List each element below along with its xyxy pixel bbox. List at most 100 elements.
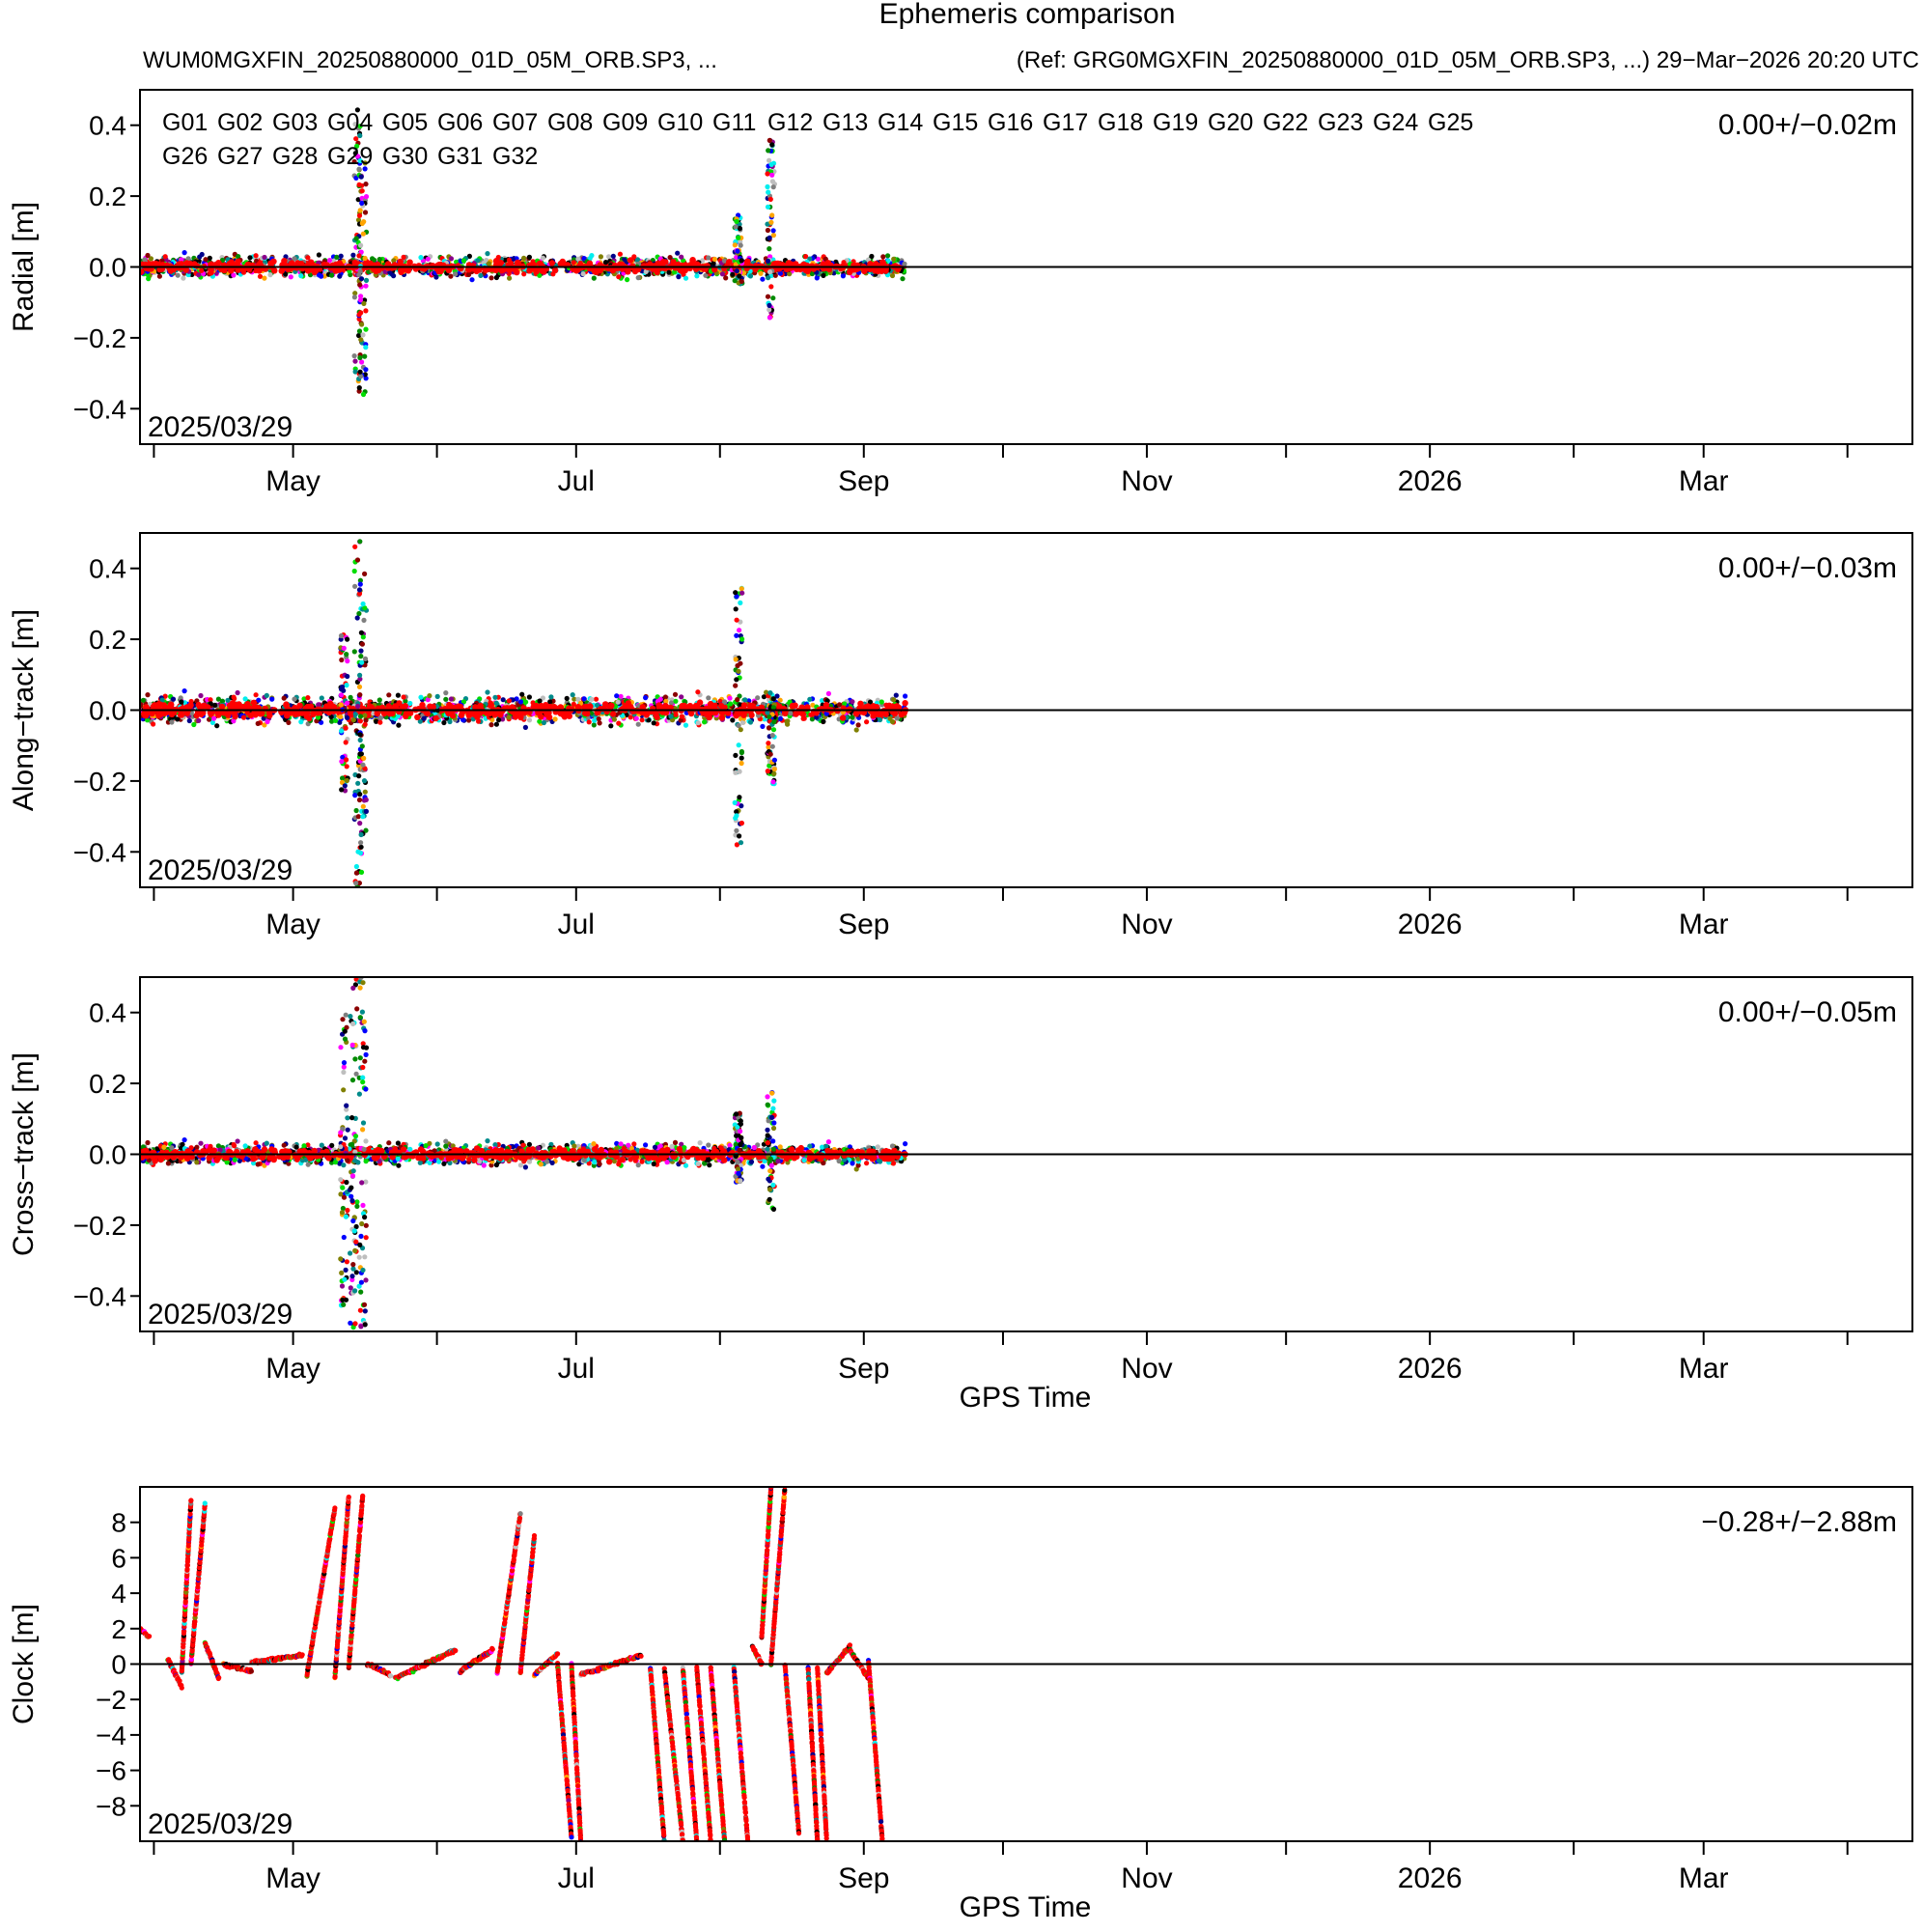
- residual-point: [800, 715, 806, 721]
- residual-point: [316, 702, 321, 708]
- residual-point: [616, 720, 622, 726]
- residual-point: [748, 712, 755, 718]
- spike-point: [343, 725, 349, 731]
- residual-point: [196, 272, 202, 278]
- residual-point: [721, 699, 728, 705]
- residual-point: [742, 697, 748, 703]
- residual-point: [326, 258, 333, 264]
- residual-point: [493, 700, 499, 706]
- residual-point: [305, 695, 311, 701]
- residual-point: [445, 266, 453, 274]
- residual-point: [900, 276, 906, 282]
- spike-point: [363, 182, 369, 187]
- spike-point: [356, 587, 363, 593]
- spike-point: [739, 760, 744, 767]
- residual-point: [760, 276, 766, 282]
- residual-point: [602, 260, 609, 266]
- residual-point: [391, 258, 397, 264]
- spike-point: [357, 208, 363, 213]
- spike-point: [358, 174, 364, 180]
- residual-point: [570, 692, 575, 698]
- spike-point: [769, 142, 775, 148]
- residual-point: [292, 696, 297, 702]
- spike-point: [769, 733, 775, 739]
- residual-point: [262, 275, 267, 281]
- spike-point: [358, 242, 364, 248]
- spike-point: [766, 725, 772, 731]
- spike-point: [352, 712, 358, 717]
- spike-point: [352, 544, 358, 549]
- spike-point: [362, 160, 368, 166]
- spike-point: [357, 792, 363, 798]
- residual-point: [608, 723, 614, 729]
- residual-point: [181, 250, 187, 256]
- residual-point: [615, 699, 621, 705]
- residual-point: [862, 704, 869, 711]
- residual-point: [156, 273, 162, 279]
- residual-point: [575, 696, 581, 703]
- spike-point: [356, 684, 363, 690]
- spike-point: [356, 332, 362, 339]
- residual-point: [536, 260, 544, 267]
- residual-point: [633, 715, 639, 721]
- spike-point: [359, 659, 365, 665]
- residual-point: [814, 714, 820, 720]
- residual-point: [733, 713, 739, 719]
- residual-point: [668, 714, 674, 719]
- spike-point: [357, 282, 363, 288]
- stats-label: 0.00+/−0.02m: [1718, 109, 1897, 141]
- spike-point: [738, 840, 744, 846]
- residual-point: [702, 719, 708, 725]
- residual-point: [288, 274, 293, 280]
- residual-point: [448, 696, 454, 702]
- residual-point: [885, 253, 891, 259]
- residual-point: [639, 717, 645, 723]
- run-caption: WUM0MGXFIN_20250880000_01D_05M_ORB.SP3, …: [143, 47, 717, 73]
- spike-point: [359, 322, 365, 327]
- spike-point: [738, 660, 743, 666]
- residual-point: [218, 703, 226, 711]
- spike-point: [766, 275, 771, 281]
- residual-point: [476, 266, 483, 273]
- residual-point: [517, 699, 524, 705]
- residual-point: [635, 275, 641, 281]
- residual-point: [548, 694, 554, 700]
- residual-point: [700, 710, 707, 716]
- residual-point: [264, 692, 269, 699]
- residual-point: [486, 261, 492, 266]
- residual-point: [672, 269, 678, 275]
- residual-point: [334, 254, 340, 260]
- spike-point: [356, 182, 362, 187]
- residual-point: [655, 704, 662, 711]
- residual-point: [631, 267, 639, 275]
- residual-point: [142, 257, 148, 263]
- residual-point: [706, 255, 711, 261]
- residual-point: [617, 251, 624, 257]
- residual-point: [434, 693, 440, 700]
- spike-point: [352, 583, 358, 589]
- spike-point: [361, 778, 368, 784]
- residual-point: [727, 695, 733, 701]
- residual-point: [403, 710, 410, 717]
- spike-point: [356, 212, 363, 218]
- residual-point: [696, 699, 704, 706]
- residual-point: [208, 269, 214, 276]
- residual-point: [663, 703, 670, 711]
- residual-point: [683, 275, 689, 281]
- residual-point: [396, 722, 402, 728]
- spike-point: [356, 773, 362, 779]
- spike-point: [353, 136, 359, 142]
- spike-point: [358, 654, 364, 659]
- reference-caption: (Ref: GRG0MGXFIN_20250880000_01D_05M_ORB…: [1017, 47, 1919, 73]
- y-tick-label: 0.2: [89, 625, 126, 655]
- residual-point: [338, 263, 345, 269]
- spike-point: [771, 719, 777, 725]
- residual-point: [787, 271, 793, 277]
- residual-point: [333, 717, 339, 724]
- spike-point: [739, 590, 745, 596]
- spike-point: [358, 648, 364, 654]
- residual-point: [850, 699, 855, 705]
- residual-point: [836, 702, 843, 708]
- residual-point: [419, 701, 426, 709]
